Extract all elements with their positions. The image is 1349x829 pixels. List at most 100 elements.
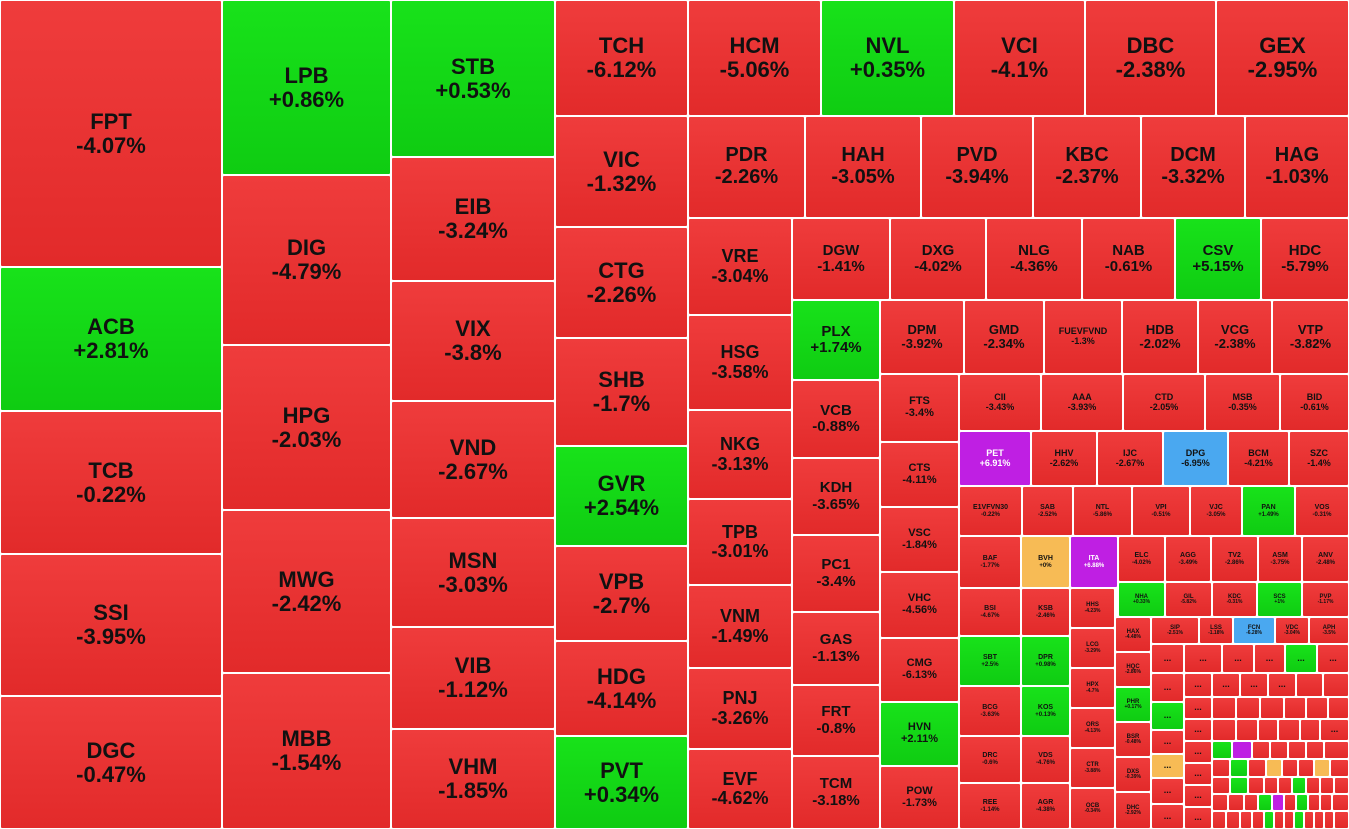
- small-stock-tile[interactable]: [1212, 811, 1226, 829]
- stock-tile-vib[interactable]: VIB -1.12%: [391, 627, 555, 729]
- stock-tile-pow[interactable]: POW -1.73%: [880, 766, 959, 829]
- stock-tile-hax[interactable]: HAX -4.48%: [1115, 617, 1151, 652]
- stock-tile-sip[interactable]: SIP -2.51%: [1151, 617, 1199, 644]
- small-stock-tile[interactable]: [1244, 794, 1258, 811]
- stock-tile-asm[interactable]: ASM -3.75%: [1258, 536, 1302, 582]
- small-stock-tile[interactable]: [1212, 777, 1230, 794]
- small-stock-tile[interactable]: [1212, 759, 1230, 777]
- stock-tile-hdg[interactable]: HDG -4.14%: [555, 641, 688, 736]
- stock-tile-vcg[interactable]: VCG -2.38%: [1198, 300, 1272, 374]
- small-stock-tile[interactable]: ...: [1212, 673, 1240, 697]
- stock-tile-vhm[interactable]: VHM -1.85%: [391, 729, 555, 829]
- stock-tile-fts[interactable]: FTS -3.4%: [880, 374, 959, 442]
- stock-tile-ntl[interactable]: NTL -5.86%: [1073, 486, 1132, 536]
- stock-tile-kos[interactable]: KOS +0.13%: [1021, 686, 1070, 736]
- stock-tile-aaa[interactable]: AAA -3.93%: [1041, 374, 1123, 431]
- stock-tile-hdb[interactable]: HDB -2.02%: [1122, 300, 1198, 374]
- stock-tile-tcm[interactable]: TCM -3.18%: [792, 756, 880, 829]
- small-stock-tile[interactable]: [1324, 741, 1349, 759]
- small-stock-tile[interactable]: ...: [1184, 644, 1222, 673]
- stock-tile-vic[interactable]: VIC -1.32%: [555, 116, 688, 227]
- stock-tile-ksb[interactable]: KSB -2.46%: [1021, 588, 1070, 636]
- stock-tile-vjc[interactable]: VJC -3.05%: [1190, 486, 1242, 536]
- stock-tile-pvt[interactable]: PVT +0.34%: [555, 736, 688, 829]
- small-stock-tile[interactable]: ...: [1285, 644, 1317, 673]
- small-stock-tile[interactable]: [1278, 777, 1292, 794]
- stock-tile-vos[interactable]: VOS -0.31%: [1295, 486, 1349, 536]
- small-stock-tile[interactable]: [1258, 794, 1272, 811]
- stock-tile-dig[interactable]: DIG -4.79%: [222, 175, 391, 345]
- stock-tile-pvp[interactable]: PVP -1.17%: [1302, 582, 1349, 617]
- stock-tile-vre[interactable]: VRE -3.04%: [688, 218, 792, 315]
- stock-tile-vpb[interactable]: VPB -2.7%: [555, 546, 688, 641]
- small-stock-tile[interactable]: ...: [1254, 644, 1285, 673]
- stock-tile-ita[interactable]: ITA +6.88%: [1070, 536, 1118, 588]
- small-stock-tile[interactable]: [1212, 794, 1228, 811]
- stock-tile-vsc[interactable]: VSC -1.84%: [880, 507, 959, 572]
- stock-tile-dhc[interactable]: DHC -2.92%: [1115, 792, 1151, 829]
- stock-tile-nkg[interactable]: NKG -3.13%: [688, 410, 792, 499]
- stock-tile-cts[interactable]: CTS -4.11%: [880, 442, 959, 507]
- small-stock-tile[interactable]: ...: [1317, 644, 1349, 673]
- stock-tile-kdh[interactable]: KDH -3.65%: [792, 458, 880, 535]
- stock-tile-nlg[interactable]: NLG -4.36%: [986, 218, 1082, 300]
- small-stock-tile[interactable]: [1296, 673, 1323, 697]
- stock-tile-vnm[interactable]: VNM -1.49%: [688, 585, 792, 668]
- stock-tile-e1vfvn30[interactable]: E1VFVN30 -0.22%: [959, 486, 1022, 536]
- stock-tile-ree[interactable]: REE -1.14%: [959, 783, 1021, 829]
- stock-tile-cmg[interactable]: CMG -6.13%: [880, 638, 959, 702]
- small-stock-tile[interactable]: [1320, 794, 1332, 811]
- small-stock-tile[interactable]: [1334, 777, 1349, 794]
- stock-tile-acb[interactable]: ACB +2.81%: [0, 267, 222, 411]
- small-stock-tile[interactable]: ...: [1240, 673, 1268, 697]
- small-stock-tile[interactable]: ...: [1151, 754, 1184, 778]
- small-stock-tile[interactable]: [1284, 697, 1306, 719]
- small-stock-tile[interactable]: [1230, 777, 1248, 794]
- stock-tile-stb[interactable]: STB +0.53%: [391, 0, 555, 157]
- stock-tile-sab[interactable]: SAB -2.52%: [1022, 486, 1073, 536]
- stock-tile-hvn[interactable]: HVN +2.11%: [880, 702, 959, 766]
- stock-tile-tcb[interactable]: TCB -0.22%: [0, 411, 222, 554]
- small-stock-tile[interactable]: [1228, 794, 1244, 811]
- stock-tile-csv[interactable]: CSV +5.15%: [1175, 218, 1261, 300]
- small-stock-tile[interactable]: [1314, 811, 1324, 829]
- small-stock-tile[interactable]: [1332, 794, 1349, 811]
- stock-tile-vdc[interactable]: VDC -3.04%: [1275, 617, 1309, 644]
- stock-tile-fpt[interactable]: FPT -4.07%: [0, 0, 222, 267]
- small-stock-tile[interactable]: [1324, 811, 1334, 829]
- stock-tile-bsr[interactable]: BSR -0.48%: [1115, 722, 1151, 757]
- small-stock-tile[interactable]: [1298, 759, 1314, 777]
- stock-tile-ctd[interactable]: CTD -2.05%: [1123, 374, 1205, 431]
- stock-tile-ssi[interactable]: SSI -3.95%: [0, 554, 222, 696]
- stock-tile-bsi[interactable]: BSI -4.67%: [959, 588, 1021, 636]
- stock-tile-szc[interactable]: SZC -1.4%: [1289, 431, 1349, 486]
- small-stock-tile[interactable]: ...: [1184, 763, 1212, 785]
- small-stock-tile[interactable]: [1264, 777, 1278, 794]
- stock-tile-nab[interactable]: NAB -0.61%: [1082, 218, 1175, 300]
- stock-tile-evf[interactable]: EVF -4.62%: [688, 749, 792, 829]
- small-stock-tile[interactable]: [1230, 759, 1248, 777]
- small-stock-tile[interactable]: [1306, 777, 1320, 794]
- stock-tile-kbc[interactable]: KBC -2.37%: [1033, 116, 1141, 218]
- stock-tile-ocb[interactable]: OCB -0.34%: [1070, 788, 1115, 829]
- small-stock-tile[interactable]: ...: [1151, 804, 1184, 829]
- stock-tile-vnd[interactable]: VND -2.67%: [391, 401, 555, 518]
- stock-tile-hpg[interactable]: HPG -2.03%: [222, 345, 391, 510]
- stock-tile-hcm[interactable]: HCM -5.06%: [688, 0, 821, 116]
- stock-tile-msb[interactable]: MSB -0.35%: [1205, 374, 1280, 431]
- stock-tile-vds[interactable]: VDS -4.76%: [1021, 736, 1070, 783]
- small-stock-tile[interactable]: [1330, 759, 1349, 777]
- stock-tile-vhc[interactable]: VHC -4.56%: [880, 572, 959, 638]
- stock-tile-vci[interactable]: VCI -4.1%: [954, 0, 1085, 116]
- stock-tile-vtp[interactable]: VTP -3.82%: [1272, 300, 1349, 374]
- stock-tile-fuevfvnd[interactable]: FUEVFVND -1.3%: [1044, 300, 1122, 374]
- small-stock-tile[interactable]: [1304, 811, 1314, 829]
- stock-tile-pdr[interactable]: PDR -2.26%: [688, 116, 805, 218]
- small-stock-tile[interactable]: ...: [1268, 673, 1296, 697]
- stock-tile-drc[interactable]: DRC -0.6%: [959, 736, 1021, 783]
- small-stock-tile[interactable]: [1292, 777, 1306, 794]
- stock-tile-nha[interactable]: NHA +0.33%: [1118, 582, 1165, 617]
- stock-tile-bvh[interactable]: BVH +0%: [1021, 536, 1070, 588]
- small-stock-tile[interactable]: ...: [1184, 673, 1212, 697]
- small-stock-tile[interactable]: [1278, 719, 1300, 741]
